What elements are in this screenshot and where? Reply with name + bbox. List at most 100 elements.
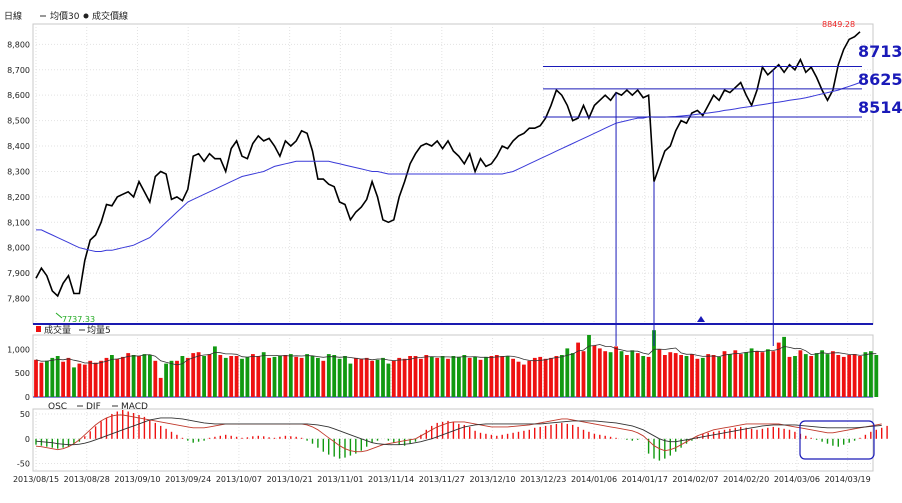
volume-bar — [570, 353, 575, 397]
volume-bar — [332, 355, 337, 397]
macd-panel-frame — [32, 408, 874, 472]
volume-bar — [695, 358, 700, 397]
volume-bar — [39, 362, 44, 397]
x-tick-label: 2014/01/06 — [571, 475, 617, 484]
volume-bar — [760, 352, 765, 397]
volume-bar — [771, 351, 776, 397]
volume-bar — [841, 356, 846, 397]
volume-bar — [191, 353, 196, 397]
volume-bar — [218, 355, 223, 397]
volume-bar — [175, 360, 179, 397]
volume-bar — [326, 354, 331, 397]
volume-bar — [375, 359, 380, 397]
volume-bar — [776, 342, 781, 397]
volume-bar — [505, 356, 510, 397]
volume-bar — [847, 355, 852, 397]
volume-bar — [554, 356, 559, 397]
x-tick-label: 2014/01/17 — [622, 475, 668, 484]
volume-bar — [489, 356, 494, 397]
volume-bar — [120, 356, 125, 397]
x-tick-label: 2013/11/27 — [419, 475, 465, 484]
macd-y-tick-label: -50 — [17, 460, 30, 469]
volume-bar — [256, 356, 261, 397]
x-tick-label: 2013/11/01 — [317, 475, 363, 484]
volume-bar — [527, 360, 532, 397]
price-y-tick-label: 8,500 — [7, 117, 30, 126]
volume-bar — [251, 354, 255, 397]
legend-period: 日線 — [4, 10, 22, 22]
volume-bar — [50, 357, 55, 397]
volume-bar — [809, 356, 814, 397]
price-y-tick-label: 8,200 — [7, 193, 30, 202]
level-label-low: 8514 — [858, 98, 902, 117]
volume-bar — [45, 360, 49, 397]
volume-bar — [820, 350, 824, 397]
volume-bar — [34, 359, 38, 397]
volume-bar — [72, 367, 76, 397]
x-tick-label: 2013/09/24 — [165, 475, 211, 484]
volume-bar — [619, 351, 624, 397]
volume-bar — [749, 348, 754, 397]
volume-bar — [305, 354, 309, 397]
volume-bar — [321, 360, 326, 397]
price-y-tick-label: 7,900 — [7, 269, 30, 278]
volume-bar — [131, 355, 136, 397]
volume-bar — [359, 358, 364, 397]
legend-osc: OSC — [48, 402, 67, 412]
ma30-line — [36, 82, 861, 252]
x-tick-label: 2014/02/20 — [723, 475, 769, 484]
volume-bar — [836, 355, 841, 397]
price-y-tick-label: 8,600 — [7, 91, 30, 100]
volume-bar — [234, 356, 239, 397]
volume-bar — [88, 360, 93, 397]
volume-bar — [207, 354, 212, 397]
volume-bar — [874, 355, 879, 397]
volume-bar — [679, 355, 683, 397]
x-tick-label: 2013/12/10 — [469, 475, 515, 484]
volume-bar — [354, 357, 358, 397]
volume-bar — [733, 350, 738, 397]
volume-bar — [424, 355, 429, 397]
x-tick-label: 2013/08/15 — [13, 475, 59, 484]
volume-bar — [652, 330, 656, 397]
legend-volume-swatch — [36, 326, 41, 332]
volume-bar — [213, 346, 217, 397]
x-tick-label: 2014/03/19 — [825, 475, 871, 484]
volume-bar — [603, 351, 608, 397]
volume-bar — [348, 363, 353, 397]
price-y-tick-label: 8,800 — [7, 40, 30, 49]
volume-bar — [294, 356, 299, 397]
price-line — [35, 31, 861, 298]
volume-bar — [581, 351, 586, 397]
volume-bar — [717, 356, 721, 397]
volume-bar — [104, 357, 109, 397]
volume-bar — [391, 360, 396, 397]
macd-y-tick-label: 0 — [25, 435, 30, 444]
volume-bar — [169, 360, 174, 397]
volume-bar — [522, 364, 526, 397]
volume-y-tick-label: 1,000 — [7, 345, 30, 354]
volume-bar — [381, 357, 385, 397]
volume-bar — [516, 361, 521, 397]
legend-ma30: 均價30 — [50, 10, 80, 22]
volume-y-tick-label: 0 — [25, 393, 30, 402]
volume-bar — [668, 352, 673, 397]
volume-bar — [370, 360, 374, 397]
volume-bar — [93, 362, 98, 397]
volume-bar — [803, 354, 808, 397]
volume-y-tick-label: 500 — [15, 369, 30, 378]
volume-bar — [494, 355, 499, 397]
low-price-pointer — [55, 312, 63, 319]
volume-bar — [787, 356, 792, 397]
price-y-tick-label: 7,800 — [7, 295, 30, 304]
volume-bar — [55, 356, 60, 397]
legend-price: 成交價線 — [92, 10, 128, 22]
volume-bar — [587, 335, 591, 397]
volume-bar — [630, 350, 635, 397]
volume-bar — [690, 354, 694, 397]
volume-bar — [663, 355, 667, 397]
volume-bar — [597, 348, 602, 397]
volume-bar — [440, 356, 445, 397]
volume-bar — [782, 336, 786, 397]
